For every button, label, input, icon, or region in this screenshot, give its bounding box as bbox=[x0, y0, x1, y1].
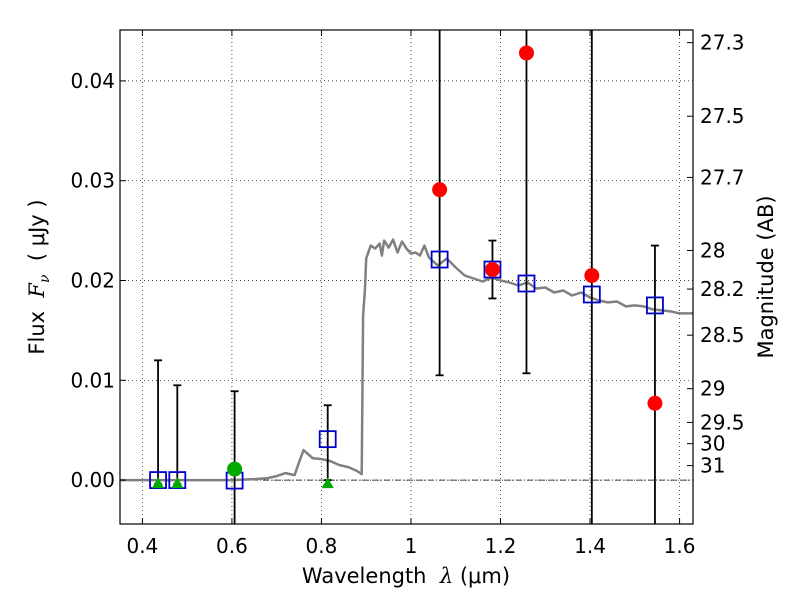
x-tick-label: 1 bbox=[405, 534, 418, 558]
model-spectrum-line bbox=[120, 238, 693, 482]
upper-limit-point bbox=[152, 477, 165, 489]
model-photometry-point bbox=[646, 296, 664, 315]
magnitude-tick-label: 31 bbox=[700, 454, 725, 478]
measured-flux-point bbox=[518, 45, 534, 61]
y-tick-label: 0.02 bbox=[70, 268, 115, 292]
magnitude-tick-label: 27.5 bbox=[700, 104, 745, 128]
model-photometry-point bbox=[149, 471, 167, 489]
model-photometry-point bbox=[483, 260, 502, 279]
x-tick-label: 1.4 bbox=[574, 534, 606, 558]
y-axis-label: Flux Fν ( μJy ) bbox=[25, 199, 53, 354]
magnitude-tick-label: 28.2 bbox=[700, 277, 745, 301]
x-tick-label: 1.2 bbox=[485, 534, 517, 558]
x-tick-label: 0.4 bbox=[126, 534, 158, 558]
upper-limit-point bbox=[171, 477, 184, 489]
model-photometry-point bbox=[318, 430, 337, 449]
measured-flux-point bbox=[647, 395, 663, 411]
y-tick-label: 0.03 bbox=[70, 169, 115, 193]
right-axis-label: Magnitude (AB) bbox=[754, 195, 778, 358]
x-axis-label: Wavelength λ (μm) bbox=[302, 564, 510, 588]
magnitude-tick-label: 28 bbox=[700, 238, 725, 262]
model-spectrum bbox=[120, 238, 693, 482]
measured-flux-point bbox=[484, 262, 500, 278]
model-photometry-point bbox=[168, 471, 187, 489]
magnitude-tick-label: 29.5 bbox=[700, 410, 745, 434]
magnitude-tick-label: 27.7 bbox=[700, 165, 745, 189]
x-tick-label: 1.6 bbox=[664, 534, 696, 558]
model-photometry-point bbox=[430, 250, 449, 269]
model-photometry-point bbox=[517, 274, 536, 293]
y-tick-label: 0.04 bbox=[70, 69, 115, 93]
magnitude-tick-label: 27.3 bbox=[700, 31, 745, 55]
green-flux-point bbox=[227, 461, 243, 477]
y-tick-label: 0.00 bbox=[70, 468, 115, 492]
data-markers bbox=[149, 45, 664, 490]
errorbars bbox=[154, 30, 659, 524]
magnitude-tick-label: 29 bbox=[700, 377, 725, 401]
plot-frame bbox=[119, 29, 694, 525]
grid bbox=[120, 30, 693, 524]
magnitude-tick-label: 28.5 bbox=[700, 323, 745, 347]
model-photometry-point bbox=[582, 285, 601, 304]
x-tick-label: 0.8 bbox=[306, 534, 338, 558]
upper-limit-point bbox=[321, 477, 334, 489]
measured-flux-point bbox=[432, 182, 448, 198]
x-tick-label: 0.6 bbox=[216, 534, 248, 558]
magnitude-tick-label: 30 bbox=[700, 432, 725, 456]
measured-flux-point bbox=[584, 268, 600, 284]
axis-ticks: 0.4 0.6 0.8 1 1.2 1.4 1.6 0.00 0.01 0.02 0.03 0.04 2… bbox=[70, 30, 745, 558]
y-tick-label: 0.01 bbox=[70, 368, 115, 392]
